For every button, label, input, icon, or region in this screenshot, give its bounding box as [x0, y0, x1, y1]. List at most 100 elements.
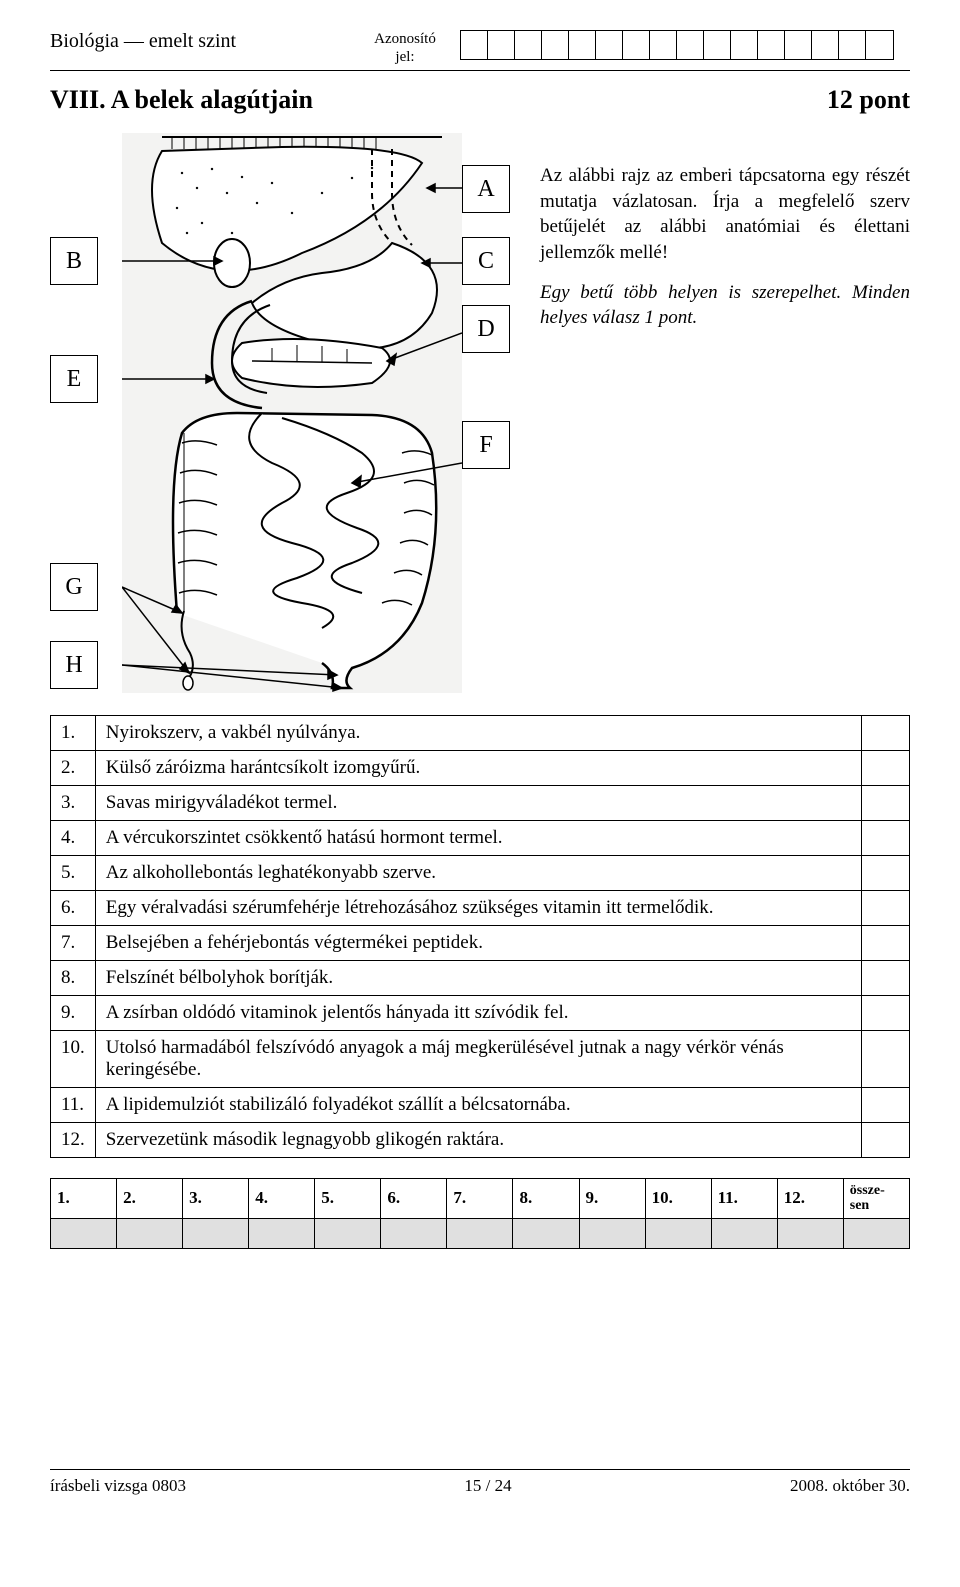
question-text: Nyirokszerv, a vakbél nyúlványa.: [95, 716, 861, 751]
footer-center: 15 / 24: [464, 1476, 511, 1496]
score-header: 7.: [447, 1179, 513, 1219]
score-total-label: össze-sen: [843, 1179, 909, 1219]
score-input-cell[interactable]: [645, 1218, 711, 1248]
id-cell[interactable]: [677, 31, 704, 59]
table-row: 10.Utolsó harmadából felszívódó anyagok …: [51, 1031, 910, 1088]
id-grid[interactable]: [460, 30, 894, 60]
table-row: 12.Szervezetünk második legnagyobb gliko…: [51, 1123, 910, 1158]
diagram-svg: [122, 133, 462, 693]
score-input-cell[interactable]: [315, 1218, 381, 1248]
question-number: 2.: [51, 751, 96, 786]
page-header: Biológia — emelt szint Azonosító jel:: [50, 30, 910, 71]
table-row: 5.Az alkohollebontás leghatékonyabb szer…: [51, 856, 910, 891]
question-text: Egy véralvadási szérumfehérje létrehozás…: [95, 891, 861, 926]
id-cell[interactable]: [758, 31, 785, 59]
table-row: 7.Belsejében a fehérjebontás végtermékei…: [51, 926, 910, 961]
question-number: 6.: [51, 891, 96, 926]
answer-cell[interactable]: [862, 996, 910, 1031]
label-box-F: F: [462, 421, 510, 469]
table-row: 1.Nyirokszerv, a vakbél nyúlványa.: [51, 716, 910, 751]
score-input-cell[interactable]: [843, 1218, 909, 1248]
answer-cell[interactable]: [862, 856, 910, 891]
table-row: 11.A lipidemulziót stabilizáló folyadéko…: [51, 1088, 910, 1123]
answer-cell[interactable]: [862, 821, 910, 856]
question-number: 3.: [51, 786, 96, 821]
table-row: 8.Felszínét bélbolyhok borítják.: [51, 961, 910, 996]
answer-cell[interactable]: [862, 1088, 910, 1123]
table-row: 3.Savas mirigyváladékot termel.: [51, 786, 910, 821]
id-cell[interactable]: [812, 31, 839, 59]
id-cell[interactable]: [515, 31, 542, 59]
score-input-cell[interactable]: [183, 1218, 249, 1248]
question-number: 5.: [51, 856, 96, 891]
answer-cell[interactable]: [862, 891, 910, 926]
score-input-cell[interactable]: [777, 1218, 843, 1248]
diagram-texts: Az alábbi rajz az emberi tápcsatorna egy…: [522, 133, 910, 331]
score-input-cell[interactable]: [117, 1218, 183, 1248]
question-text: Utolsó harmadából felszívódó anyagok a m…: [95, 1031, 861, 1088]
score-input-cell[interactable]: [381, 1218, 447, 1248]
title-points: 12 pont: [827, 85, 910, 115]
question-text: A vércukorszintet csökkentő hatású hormo…: [95, 821, 861, 856]
footer-left: írásbeli vizsga 0803: [50, 1476, 186, 1496]
id-cell[interactable]: [488, 31, 515, 59]
title-text: VIII. A belek alagútjain: [50, 85, 313, 115]
score-header: 3.: [183, 1179, 249, 1219]
question-text: Szervezetünk második legnagyobb glikogén…: [95, 1123, 861, 1158]
question-number: 11.: [51, 1088, 96, 1123]
score-header: 4.: [249, 1179, 315, 1219]
id-cell[interactable]: [650, 31, 677, 59]
score-header: 12.: [777, 1179, 843, 1219]
id-cell[interactable]: [623, 31, 650, 59]
id-cell[interactable]: [839, 31, 866, 59]
question-text: Felszínét bélbolyhok borítják.: [95, 961, 861, 996]
label-box-A: A: [462, 165, 510, 213]
question-text: Belsejében a fehérjebontás végtermékei p…: [95, 926, 861, 961]
score-input-cell[interactable]: [51, 1218, 117, 1248]
answer-cell[interactable]: [862, 1031, 910, 1088]
score-header: 6.: [381, 1179, 447, 1219]
score-input-cell[interactable]: [249, 1218, 315, 1248]
answer-cell[interactable]: [862, 1123, 910, 1158]
id-cell[interactable]: [596, 31, 623, 59]
id-cell[interactable]: [731, 31, 758, 59]
score-header: 10.: [645, 1179, 711, 1219]
score-input-cell[interactable]: [579, 1218, 645, 1248]
score-header: 1.: [51, 1179, 117, 1219]
id-cell[interactable]: [542, 31, 569, 59]
id-cell[interactable]: [785, 31, 812, 59]
question-number: 12.: [51, 1123, 96, 1158]
question-text: A zsírban oldódó vitaminok jelentős hány…: [95, 996, 861, 1031]
score-input-cell[interactable]: [711, 1218, 777, 1248]
id-cell[interactable]: [704, 31, 731, 59]
id-cell[interactable]: [461, 31, 488, 59]
label-box-E: E: [50, 355, 98, 403]
score-header: 5.: [315, 1179, 381, 1219]
answer-cell[interactable]: [862, 716, 910, 751]
label-box-C: C: [462, 237, 510, 285]
page-footer: írásbeli vizsga 0803 15 / 24 2008. októb…: [50, 1469, 910, 1496]
score-header: 8.: [513, 1179, 579, 1219]
question-text: Savas mirigyváladékot termel.: [95, 786, 861, 821]
question-text: A lipidemulziót stabilizáló folyadékot s…: [95, 1088, 861, 1123]
id-cell[interactable]: [866, 31, 893, 59]
table-row: 6.Egy véralvadási szérumfehérje létrehoz…: [51, 891, 910, 926]
score-input-cell[interactable]: [513, 1218, 579, 1248]
answer-cell[interactable]: [862, 961, 910, 996]
intro-paragraph-1: Az alábbi rajz az emberi tápcsatorna egy…: [540, 163, 910, 266]
id-cell[interactable]: [569, 31, 596, 59]
score-input-cell[interactable]: [447, 1218, 513, 1248]
score-header-row: 1.2.3.4.5.6.7.8.9.10.11.12.össze-sen: [51, 1179, 910, 1219]
answer-cell[interactable]: [862, 751, 910, 786]
intro-paragraph-2: Egy betű több helyen is szerepelhet. Min…: [540, 280, 910, 331]
score-input-row: [51, 1218, 910, 1248]
diagram-area: B E G H: [50, 133, 910, 693]
score-header: 11.: [711, 1179, 777, 1219]
table-row: 2.Külső záróizma harántcsíkolt izomgyűrű…: [51, 751, 910, 786]
answer-cell[interactable]: [862, 926, 910, 961]
score-header: 2.: [117, 1179, 183, 1219]
questions-table: 1.Nyirokszerv, a vakbél nyúlványa.2.Küls…: [50, 715, 910, 1158]
question-text: Külső záróizma harántcsíkolt izomgyűrű.: [95, 751, 861, 786]
answer-cell[interactable]: [862, 786, 910, 821]
table-row: 9.A zsírban oldódó vitaminok jelentős há…: [51, 996, 910, 1031]
